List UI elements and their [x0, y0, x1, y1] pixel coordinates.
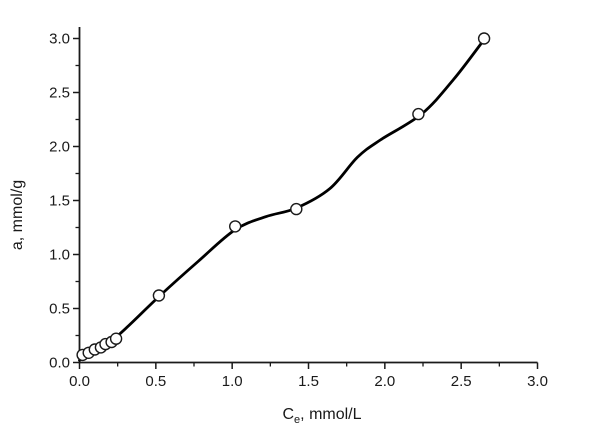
y-tick-label: 0.0: [49, 355, 70, 372]
fit-curve: [78, 38, 486, 362]
x-tick-label: 0.5: [145, 373, 166, 390]
y-tick-label: 2.5: [49, 85, 70, 102]
y-axis-ticks: [73, 37, 80, 364]
x-tick-label: 2.5: [451, 373, 472, 390]
data-point-marker: [412, 107, 425, 121]
y-axis-title: a, mmol/g: [9, 180, 26, 250]
x-tick-label: 2.0: [374, 373, 395, 390]
y-tick-label: 1.0: [49, 247, 70, 264]
x-axis-title-subscript: e: [294, 414, 300, 426]
fit-curve-path: [78, 38, 486, 362]
data-point-marker: [109, 332, 123, 345]
y-tick-label: 1.5: [49, 193, 70, 210]
y-axis-tick-labels: 0.0 0.5 1.0 1.5 2.0 2.5 3.0: [49, 31, 70, 372]
data-points: [76, 32, 491, 362]
x-axis-title-rest: , mmol/L: [300, 406, 361, 423]
x-axis-title-main: C: [282, 406, 294, 423]
data-point-marker: [152, 289, 166, 302]
x-tick-label: 1.0: [222, 373, 243, 390]
y-tick-label: 0.5: [49, 301, 70, 318]
x-axis-tick-labels: 0.0 0.5 1.0 1.5 2.0 2.5 3.0: [69, 373, 548, 390]
y-tick-label: 3.0: [49, 31, 70, 48]
y-tick-label: 2.0: [49, 139, 70, 156]
x-tick-label: 1.5: [298, 373, 319, 390]
x-axis-title: Ce, mmol/L: [282, 406, 361, 426]
x-tick-label: 3.0: [527, 373, 548, 390]
data-point-marker: [290, 202, 303, 216]
x-tick-label: 0.0: [69, 373, 90, 390]
data-point-marker: [228, 220, 242, 233]
x-axis-ticks: [78, 362, 539, 369]
data-point-marker: [477, 32, 491, 45]
